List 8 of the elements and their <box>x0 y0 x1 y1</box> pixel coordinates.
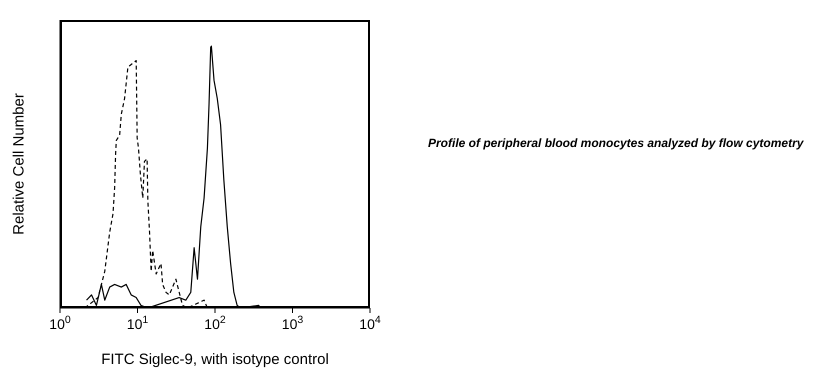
y-axis-title: Relative Cell Number <box>10 93 28 235</box>
x-axis-title: FITC Siglec-9, with isotype control <box>101 351 329 368</box>
text: Profile of peripheral blood monocytes analyzed by flow cytometry <box>428 136 805 150</box>
x-tick-label: 10$^{1}$ <box>126 314 148 332</box>
x-tick-label: 10$^{3}$ <box>282 314 304 332</box>
x-tick-label: 10$^{4}$ <box>359 314 381 332</box>
x-tick-label: 10$^{0}$ <box>49 314 71 332</box>
x-tick-label: 10$^{2}$ <box>204 314 226 332</box>
